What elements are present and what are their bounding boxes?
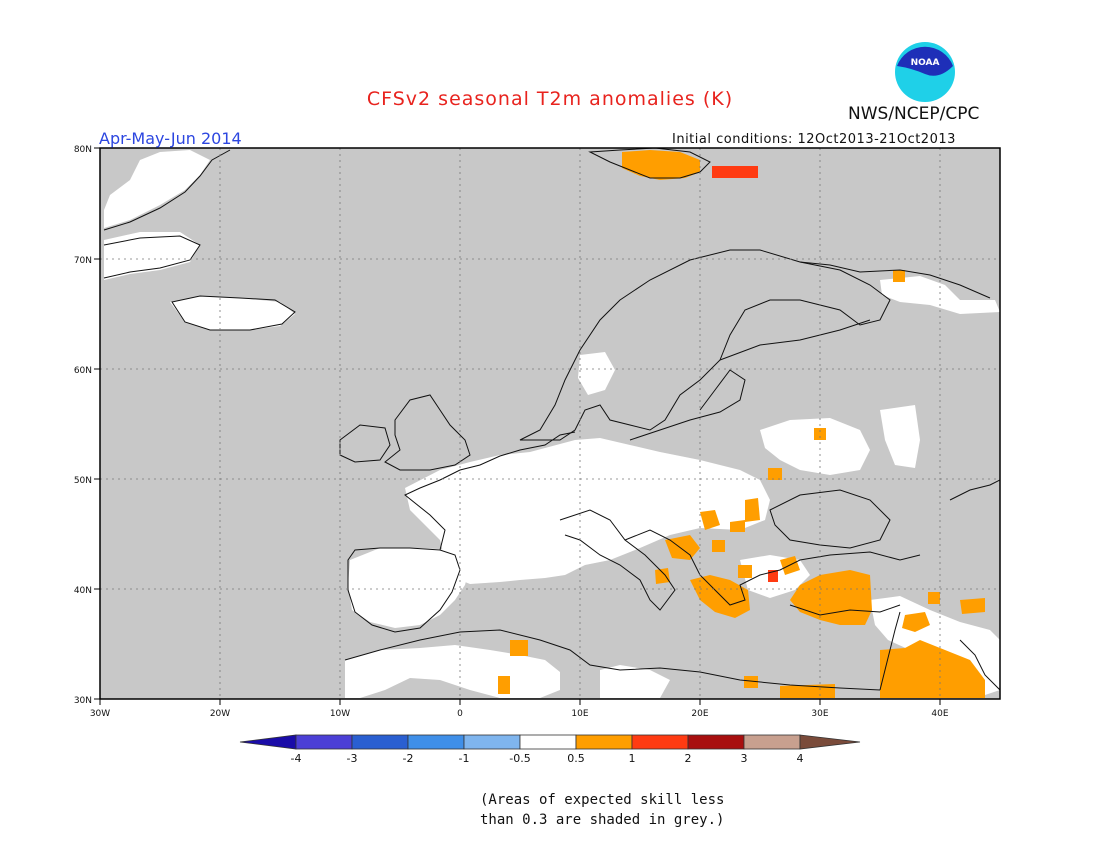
map-frame (99, 147, 1001, 700)
colorbar-label: 4 (797, 752, 804, 765)
longitude-labels: 30W 20W 10W 0 10E 20E 30E 40E (90, 709, 949, 719)
colorbar-label: -1 (459, 752, 470, 765)
colorbar-label: 1 (629, 752, 636, 765)
lon-label: 20E (691, 709, 708, 719)
chart-title: CFSv2 seasonal T2m anomalies (K) (366, 88, 734, 110)
colorbar (239, 734, 861, 750)
graticule (100, 148, 1000, 699)
colorbar-bin (631, 734, 689, 750)
coastlines (103, 148, 1000, 691)
hot-anomaly-regions (712, 166, 778, 582)
agency-label: NWS/NCEP/CPC (848, 104, 980, 124)
colorbar-bin (351, 734, 409, 750)
colorbar-bin (295, 734, 353, 750)
lat-label: 50N (74, 476, 92, 486)
noaa-logo: NOAA (893, 40, 957, 104)
colorbar-end-low (239, 734, 297, 750)
lon-label: 0 (457, 709, 463, 719)
lon-label: 10W (330, 709, 350, 719)
colorbar-labels: -4 -3 -2 -1 -0.5 0.5 1 2 3 4 (291, 752, 804, 765)
latitude-labels: 80N 70N 60N 50N 40N 30N (74, 145, 92, 706)
colorbar-label: -3 (347, 752, 358, 765)
axis-ticks (94, 147, 941, 705)
lon-label: 10E (571, 709, 588, 719)
colorbar-bin (743, 734, 801, 750)
warm-anomaly-regions (498, 150, 985, 698)
footnote-line-1: (Areas of expected skill less (480, 792, 725, 808)
lat-label: 60N (74, 366, 92, 376)
lon-label: 30E (811, 709, 828, 719)
colorbar-label: 3 (741, 752, 748, 765)
anomaly-fields (103, 148, 1000, 698)
lon-label: 20W (210, 709, 230, 719)
colorbar-bin (687, 734, 745, 750)
colorbar-end-high (799, 734, 861, 750)
lon-label: 30W (90, 709, 110, 719)
lat-label: 30N (74, 696, 92, 706)
colorbar-bin (407, 734, 465, 750)
noaa-logo-text: NOAA (911, 58, 940, 68)
colorbar-label: -4 (291, 752, 302, 765)
colorbar-bin (463, 734, 521, 750)
colorbar-label: 0.5 (567, 752, 585, 765)
lat-label: 80N (74, 145, 92, 155)
colorbar-label: -0.5 (509, 752, 530, 765)
colorbar-label: -2 (403, 752, 414, 765)
footnote-line-2: than 0.3 are shaded in grey.) (480, 812, 725, 828)
initial-conditions: Initial conditions: 12Oct2013-21Oct2013 (672, 132, 956, 147)
colorbar-bin (519, 734, 577, 750)
lon-label: 40E (931, 709, 948, 719)
colorbar-bin (575, 734, 633, 750)
lat-label: 70N (74, 256, 92, 266)
colorbar-label: 2 (685, 752, 692, 765)
forecast-period: Apr-May-Jun 2014 (99, 129, 242, 148)
lat-label: 40N (74, 586, 92, 596)
